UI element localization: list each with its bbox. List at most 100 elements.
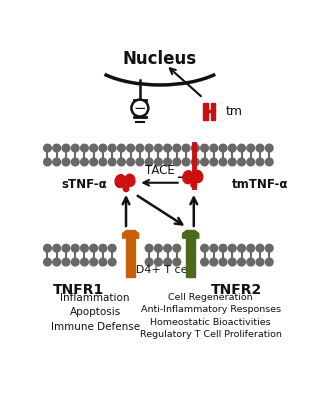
- Circle shape: [108, 244, 116, 252]
- Circle shape: [90, 244, 98, 252]
- Circle shape: [154, 158, 162, 166]
- Circle shape: [210, 158, 218, 166]
- Circle shape: [210, 258, 218, 266]
- Circle shape: [80, 158, 88, 166]
- Bar: [211, 103, 215, 120]
- Circle shape: [164, 158, 172, 166]
- Circle shape: [256, 158, 264, 166]
- Circle shape: [44, 244, 51, 252]
- Circle shape: [99, 158, 107, 166]
- Text: TACE: TACE: [145, 164, 175, 176]
- Circle shape: [238, 258, 245, 266]
- Circle shape: [238, 244, 245, 252]
- Circle shape: [145, 258, 153, 266]
- Circle shape: [219, 144, 227, 152]
- Circle shape: [44, 158, 51, 166]
- Circle shape: [131, 100, 148, 116]
- Circle shape: [228, 158, 236, 166]
- Circle shape: [201, 258, 208, 266]
- Circle shape: [108, 158, 116, 166]
- Circle shape: [154, 144, 162, 152]
- Circle shape: [219, 158, 227, 166]
- Bar: [187, 238, 195, 277]
- Circle shape: [127, 158, 134, 166]
- Circle shape: [90, 144, 98, 152]
- Circle shape: [266, 258, 273, 266]
- Circle shape: [90, 258, 98, 266]
- Text: Inflammation
Apoptosis
Immune Defense: Inflammation Apoptosis Immune Defense: [51, 293, 140, 332]
- Ellipse shape: [123, 185, 129, 192]
- Circle shape: [145, 158, 153, 166]
- Circle shape: [173, 258, 181, 266]
- Text: Cell Regeneration
Anti-Inflammatory Responses
Homeostatic Bioactivities
Regulato: Cell Regeneration Anti-Inflammatory Resp…: [140, 293, 282, 339]
- Circle shape: [44, 144, 51, 152]
- Circle shape: [80, 144, 88, 152]
- Text: tm: tm: [226, 105, 243, 118]
- Circle shape: [247, 244, 255, 252]
- Circle shape: [247, 158, 255, 166]
- Text: −: −: [175, 169, 191, 187]
- Circle shape: [266, 244, 273, 252]
- Circle shape: [182, 158, 190, 166]
- Circle shape: [210, 244, 218, 252]
- Circle shape: [256, 144, 264, 152]
- Circle shape: [53, 144, 61, 152]
- Circle shape: [80, 258, 88, 266]
- Circle shape: [62, 144, 70, 152]
- Circle shape: [266, 158, 273, 166]
- Text: Nucleus: Nucleus: [123, 50, 197, 68]
- Text: −: −: [134, 100, 146, 116]
- Circle shape: [62, 158, 70, 166]
- Circle shape: [118, 158, 125, 166]
- Ellipse shape: [183, 171, 193, 184]
- Circle shape: [173, 144, 181, 152]
- Circle shape: [80, 244, 88, 252]
- Circle shape: [71, 158, 79, 166]
- Circle shape: [164, 144, 172, 152]
- Circle shape: [44, 258, 51, 266]
- Ellipse shape: [193, 170, 203, 182]
- Circle shape: [145, 244, 153, 252]
- Circle shape: [99, 144, 107, 152]
- Circle shape: [53, 258, 61, 266]
- Circle shape: [99, 258, 107, 266]
- Text: sTNF-α: sTNF-α: [61, 178, 107, 191]
- Text: tmTNF-α: tmTNF-α: [232, 178, 288, 191]
- Circle shape: [256, 244, 264, 252]
- Circle shape: [53, 158, 61, 166]
- Circle shape: [71, 144, 79, 152]
- Circle shape: [173, 244, 181, 252]
- Circle shape: [219, 258, 227, 266]
- Circle shape: [266, 144, 273, 152]
- Circle shape: [182, 144, 190, 152]
- Circle shape: [228, 244, 236, 252]
- Circle shape: [201, 158, 208, 166]
- Circle shape: [62, 244, 70, 252]
- Bar: [203, 103, 208, 120]
- Circle shape: [173, 158, 181, 166]
- Circle shape: [228, 258, 236, 266]
- Circle shape: [164, 244, 172, 252]
- Circle shape: [164, 258, 172, 266]
- Circle shape: [247, 144, 255, 152]
- Circle shape: [219, 244, 227, 252]
- Circle shape: [238, 144, 245, 152]
- Circle shape: [247, 258, 255, 266]
- Circle shape: [53, 244, 61, 252]
- Circle shape: [210, 144, 218, 152]
- Ellipse shape: [115, 175, 126, 188]
- Circle shape: [99, 244, 107, 252]
- Circle shape: [136, 144, 144, 152]
- Ellipse shape: [125, 174, 135, 186]
- Circle shape: [71, 258, 79, 266]
- Circle shape: [201, 244, 208, 252]
- Circle shape: [238, 158, 245, 166]
- Circle shape: [154, 258, 162, 266]
- Text: CD4+ T cell: CD4+ T cell: [128, 265, 193, 275]
- Text: TNFR1: TNFR1: [53, 283, 104, 297]
- Polygon shape: [123, 230, 139, 238]
- Bar: [126, 238, 135, 277]
- Circle shape: [108, 144, 116, 152]
- Circle shape: [192, 158, 199, 166]
- Circle shape: [108, 258, 116, 266]
